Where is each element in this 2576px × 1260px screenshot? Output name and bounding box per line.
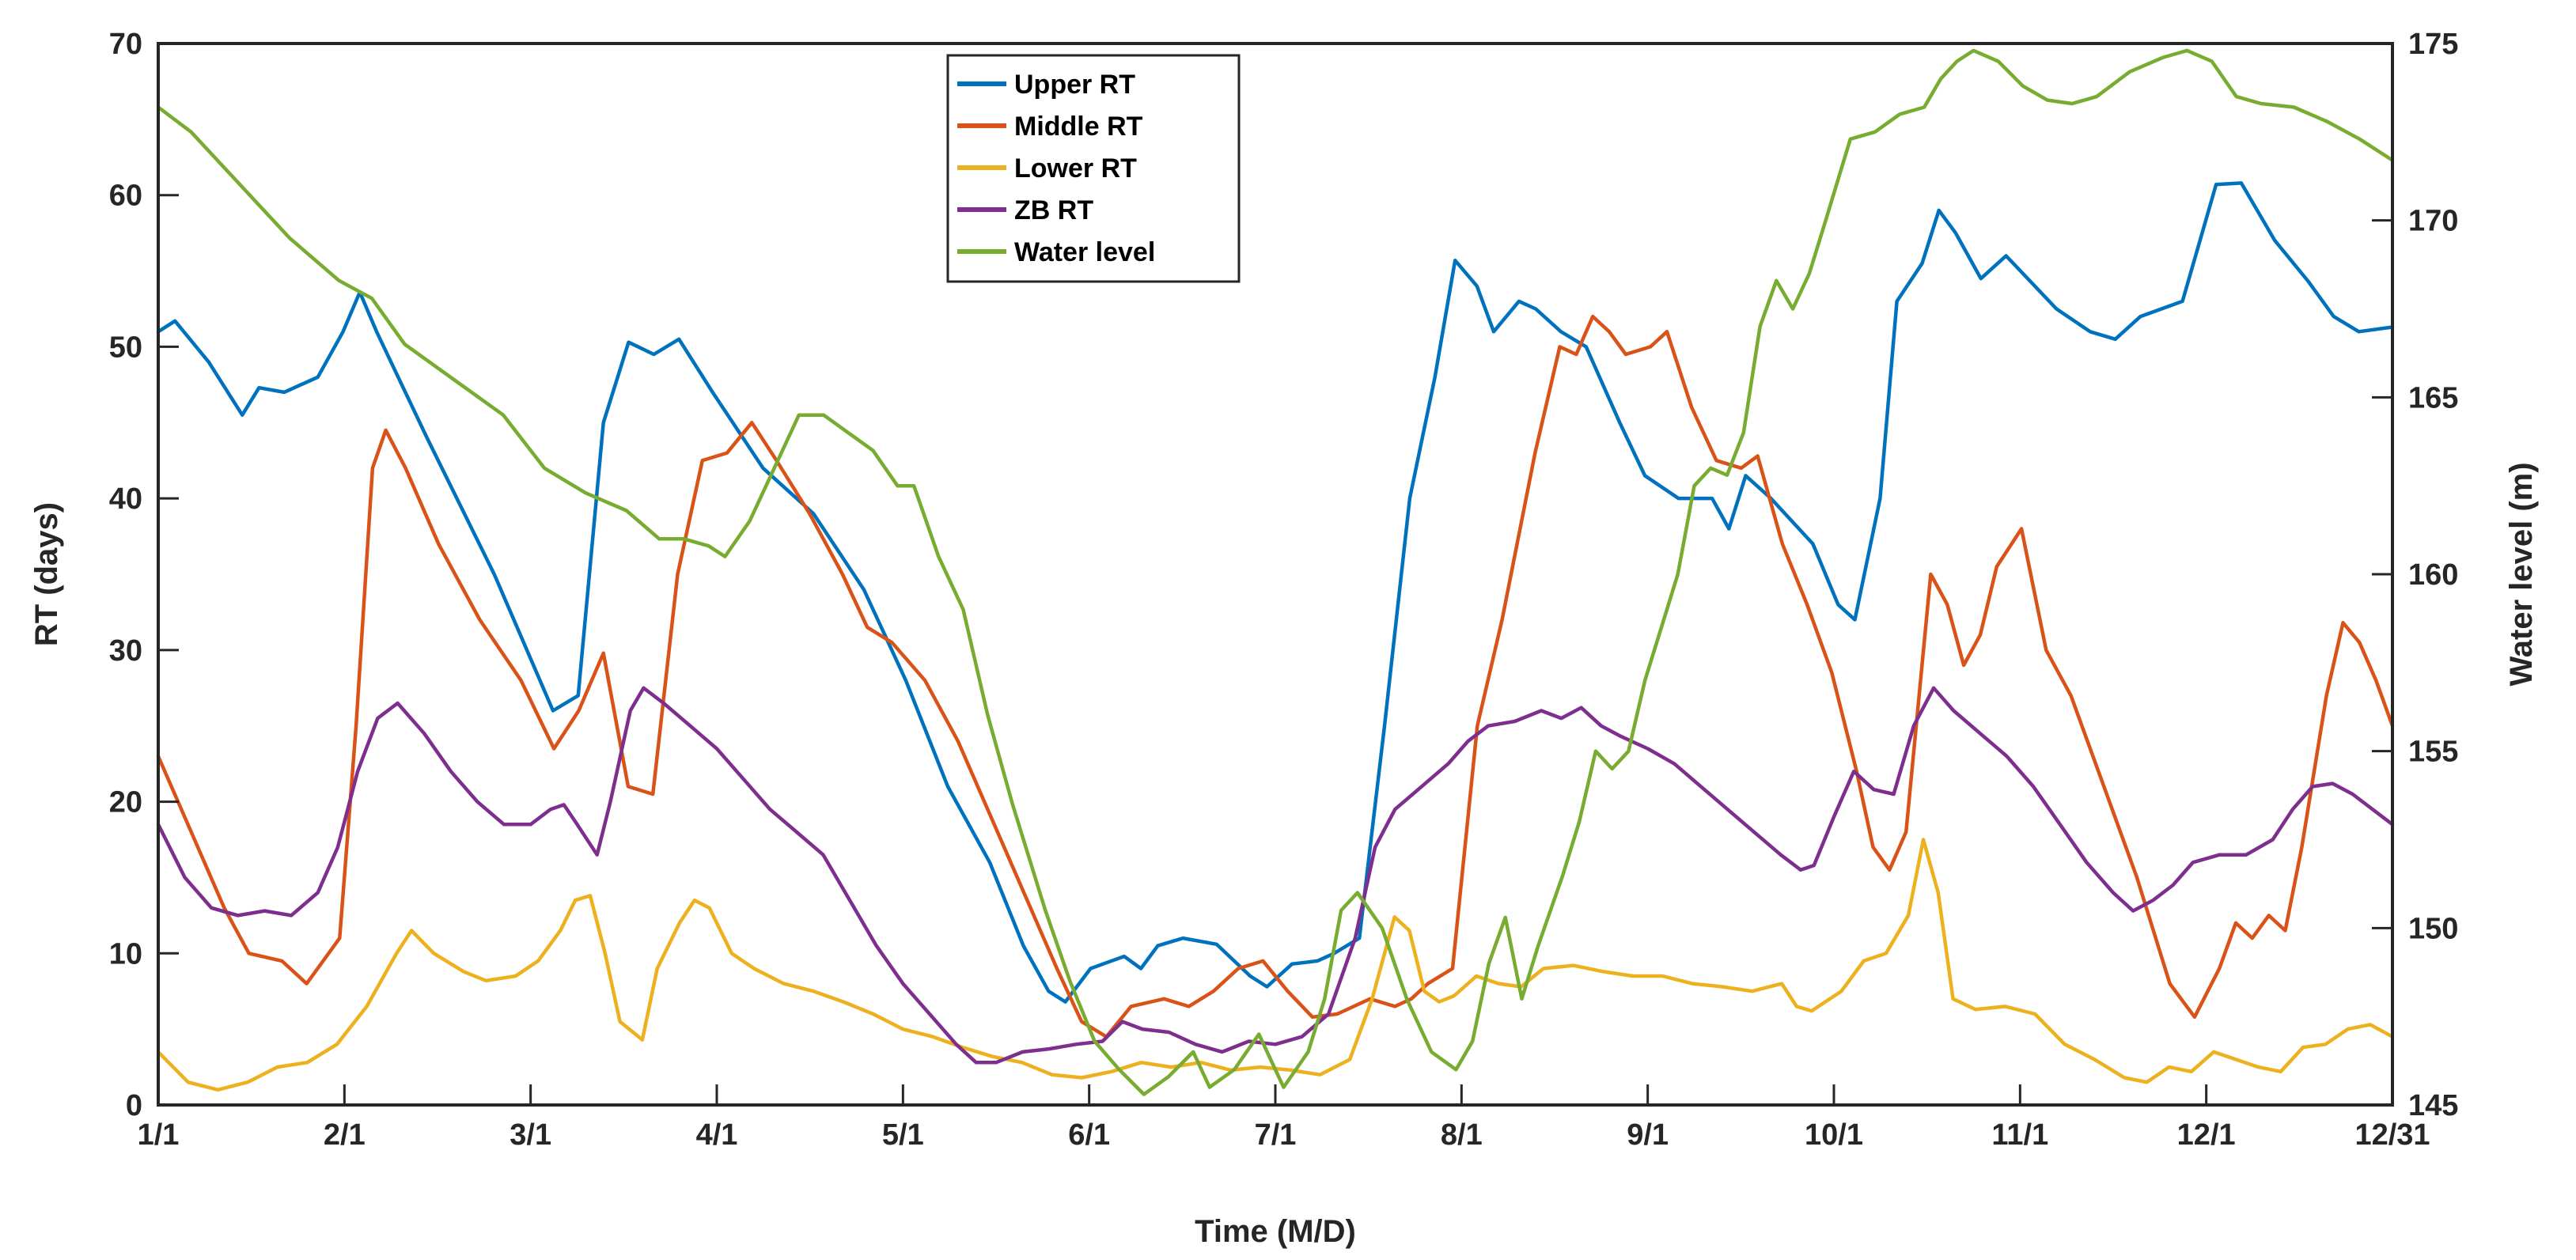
x-tick-label: 5/1: [882, 1118, 924, 1152]
series-line-zb-rt: [156, 686, 2395, 1065]
left-tick-label: 40: [109, 482, 142, 516]
x-tick-label: 10/1: [1805, 1118, 1863, 1152]
right-tick-label: 160: [2408, 558, 2458, 592]
x-tick-label: 4/1: [696, 1118, 738, 1152]
series-lines: [156, 48, 2395, 1096]
legend-label: ZB RT: [1014, 195, 1093, 225]
x-tick-label: 9/1: [1627, 1118, 1669, 1152]
right-tick-label: 165: [2408, 381, 2458, 414]
x-tick-label: 2/1: [324, 1118, 366, 1152]
x-axis-ticks: 1/1 2/1 3/1 4/1 5/1 6/1 7/1 8/1 9/1 10/1 11/1 12/1 1…: [138, 1084, 2430, 1152]
legend-label: Upper RT: [1014, 70, 1135, 100]
left-tick-label: 70: [109, 28, 142, 61]
x-tick-label: 12/31: [2354, 1118, 2430, 1152]
left-tick-label: 50: [109, 331, 142, 364]
x-tick-label: 7/1: [1255, 1118, 1297, 1152]
series-line-upper-rt: [156, 181, 2395, 1004]
left-axis-label: RT (days): [29, 502, 64, 646]
series-line-middle-rt: [156, 314, 2395, 1039]
right-tick-label: 150: [2408, 912, 2458, 945]
legend-label: Lower RT: [1014, 153, 1137, 184]
left-tick-label: 10: [109, 937, 142, 971]
x-tick-label: 8/1: [1441, 1118, 1483, 1152]
left-tick-label: 60: [109, 180, 142, 213]
x-axis-label: Time (M/D): [1195, 1214, 1356, 1249]
series-line-lower-rt: [156, 838, 2395, 1092]
right-tick-label: 145: [2408, 1089, 2458, 1122]
right-axis-label: Water level (m): [2504, 462, 2539, 686]
x-tick-label: 11/1: [1991, 1118, 2048, 1152]
right-axis-ticks: 145 150 155 160 165 170 175: [2372, 28, 2458, 1122]
left-tick-label: 30: [109, 634, 142, 668]
left-axis-ticks: 0 10 20 30 40 50 60 70: [109, 28, 179, 1122]
legend: Upper RT Middle RT Lower RT ZB RT Water leve…: [946, 54, 1241, 283]
x-tick-label: 12/1: [2177, 1118, 2236, 1152]
x-tick-label: 3/1: [510, 1118, 551, 1152]
left-tick-label: 20: [109, 786, 142, 819]
x-tick-label: 6/1: [1068, 1118, 1110, 1152]
legend-label: Middle RT: [1014, 112, 1143, 142]
x-tick-label: 1/1: [138, 1118, 180, 1152]
right-tick-label: 175: [2408, 28, 2458, 61]
legend-label: Water level: [1014, 237, 1155, 267]
left-tick-label: 0: [126, 1089, 142, 1122]
series-line-water-level: [156, 48, 2395, 1096]
right-tick-label: 155: [2408, 736, 2458, 769]
right-tick-label: 170: [2408, 205, 2458, 238]
